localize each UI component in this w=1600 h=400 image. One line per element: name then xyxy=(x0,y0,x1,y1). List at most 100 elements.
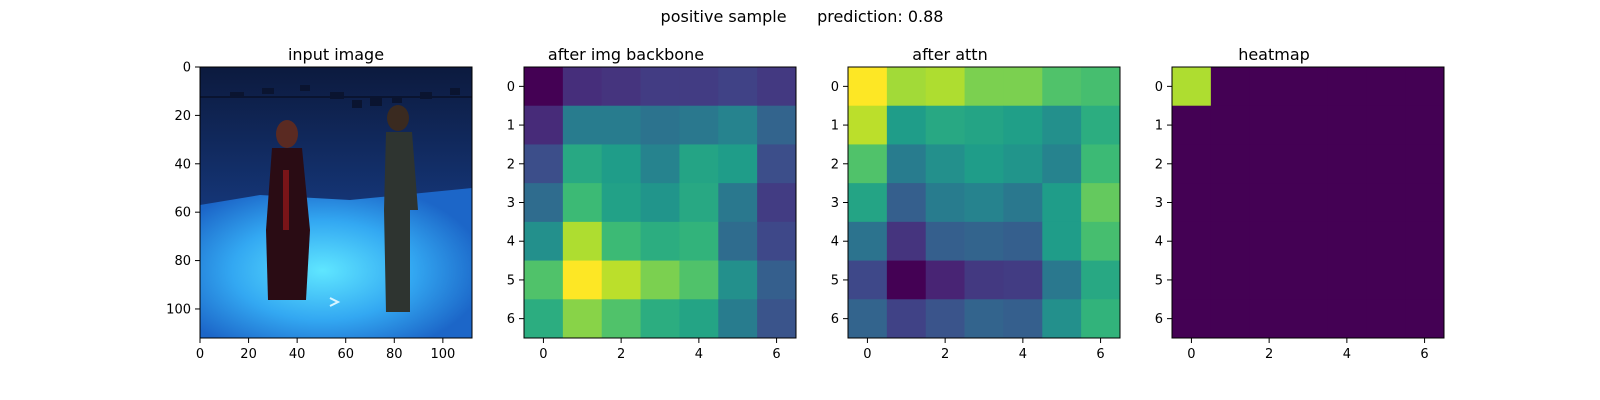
heatmap-cell xyxy=(757,105,797,145)
heatmap-cell xyxy=(1288,105,1328,145)
panel-input-image: input image 0 20 40 60 xyxy=(166,45,473,362)
heatmap-cell xyxy=(1042,67,1082,107)
heatmap-cell xyxy=(964,299,1004,339)
y-tick-label: 5 xyxy=(831,273,839,288)
heatmap-cell xyxy=(886,144,927,184)
heatmap-cell xyxy=(886,67,927,107)
heatmap-cell xyxy=(757,183,797,223)
x-tick-label: 40 xyxy=(289,347,306,362)
y-tick-label: 4 xyxy=(831,235,839,250)
heatmap-cell xyxy=(640,221,680,261)
heatmap-cell xyxy=(1249,221,1289,261)
y-tick-label: 6 xyxy=(507,312,515,327)
heatmap-cell xyxy=(1210,299,1251,339)
heatmap-cell xyxy=(718,221,758,261)
heatmap-cell xyxy=(1327,183,1367,223)
heatmap-cell xyxy=(925,299,965,339)
y-tick-label: 2 xyxy=(1155,157,1163,172)
heatmap-cell xyxy=(1081,144,1121,184)
x-tick-label: 2 xyxy=(941,347,949,362)
y-tick-label: 0 xyxy=(831,80,839,95)
heatmap-cell xyxy=(1327,144,1367,184)
heatmap-cell xyxy=(757,67,797,107)
y-tick-label: 5 xyxy=(507,273,515,288)
heatmap-cell xyxy=(1366,67,1406,107)
heatmap-cell xyxy=(1003,221,1043,261)
heatmap-cell xyxy=(718,183,758,223)
heatmap-cell xyxy=(1003,183,1043,223)
x-tick-label: 4 xyxy=(1019,347,1027,362)
heatmap-cell xyxy=(640,299,680,339)
heatmap-cell xyxy=(1003,105,1043,145)
heatmap-cell xyxy=(1042,221,1082,261)
heatmap-cell xyxy=(1081,183,1121,223)
heatmap-cell xyxy=(1249,183,1289,223)
heatmap-cell xyxy=(1405,299,1445,339)
heatmap-cell xyxy=(964,183,1004,223)
heatmap-cell xyxy=(886,260,927,300)
heatmap-cell xyxy=(848,260,888,300)
x-tick-label: 100 xyxy=(430,347,455,362)
y-tick-label: 3 xyxy=(507,196,515,211)
x-tick-label: 80 xyxy=(386,347,403,362)
heatmap-cell xyxy=(679,299,719,339)
heatmap-cell xyxy=(1003,260,1043,300)
heatmap-cell xyxy=(1405,260,1445,300)
heatmap-cell xyxy=(679,105,719,145)
y-tick-label: 1 xyxy=(831,119,839,134)
heatmap-cell xyxy=(679,260,719,300)
heatmap-cell xyxy=(925,105,965,145)
heatmap-cell xyxy=(848,299,888,339)
heatmap-after-img-backbone xyxy=(524,67,797,339)
heatmap-cell xyxy=(718,299,758,339)
heatmap-cell xyxy=(1249,67,1289,107)
heatmap-cell xyxy=(1042,260,1082,300)
heatmap-cell xyxy=(1210,67,1251,107)
panel-title: after img backbone xyxy=(548,45,704,64)
heatmap-cell xyxy=(562,299,603,339)
heatmap-cell xyxy=(524,260,564,300)
heatmap-cell xyxy=(1405,105,1445,145)
heatmap-cell xyxy=(925,183,965,223)
heatmap-cell xyxy=(964,67,1004,107)
heatmap-cell xyxy=(1366,221,1406,261)
heatmap-cell xyxy=(1288,260,1328,300)
heatmap-cell xyxy=(1210,221,1251,261)
heatmap-cell xyxy=(757,144,797,184)
heatmap-cell xyxy=(524,105,564,145)
heatmap-cell xyxy=(848,67,888,107)
heatmap-cell xyxy=(1405,144,1445,184)
heatmap-cell xyxy=(640,183,680,223)
heatmap-cell xyxy=(562,183,603,223)
heatmap-cell xyxy=(1327,260,1367,300)
heatmap-cell xyxy=(524,144,564,184)
heatmap-cell xyxy=(925,144,965,184)
heatmap-final xyxy=(1172,67,1445,339)
y-tick-label: 1 xyxy=(507,119,515,134)
heatmap-cell xyxy=(964,144,1004,184)
heatmap-cell xyxy=(1042,144,1082,184)
heatmap-cell xyxy=(1249,260,1289,300)
x-tick-label: 6 xyxy=(1420,347,1428,362)
heatmap-cell xyxy=(1366,144,1406,184)
heatmap-cell xyxy=(601,144,641,184)
heatmap-cell xyxy=(1003,299,1043,339)
panel-title: after attn xyxy=(912,45,987,64)
heatmap-cell xyxy=(1327,67,1367,107)
heatmap-cell xyxy=(562,260,603,300)
heatmap-cell xyxy=(718,260,758,300)
axes-after-attn: 0 2 4 6 0 1 2 3 4 5 6 xyxy=(831,80,1105,362)
heatmap-cell xyxy=(886,183,927,223)
heatmap-cell xyxy=(1172,105,1212,145)
y-tick-label: 20 xyxy=(174,109,191,124)
heatmap-cell xyxy=(718,105,758,145)
heatmap-cell xyxy=(1172,260,1212,300)
heatmap-cell xyxy=(1081,105,1121,145)
panel-title: input image xyxy=(288,45,384,64)
heatmap-cell xyxy=(1081,221,1121,261)
x-tick-label: 0 xyxy=(1187,347,1195,362)
heatmap-cell xyxy=(1172,299,1212,339)
person-left xyxy=(266,120,310,300)
x-tick-label: 0 xyxy=(196,347,204,362)
heatmap-cell xyxy=(679,144,719,184)
